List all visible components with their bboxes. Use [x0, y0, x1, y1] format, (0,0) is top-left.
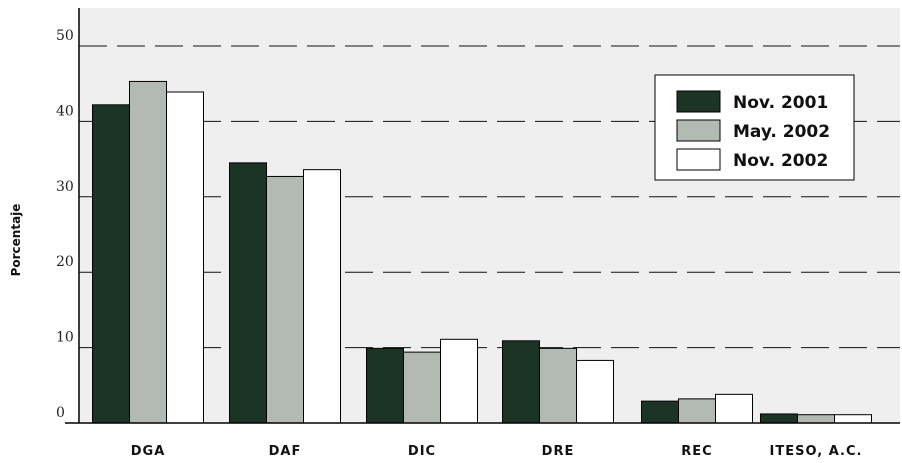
- y-tick-label-40: 40: [56, 103, 74, 119]
- y-tick-label-10: 10: [56, 330, 74, 346]
- category-label-4: DRE: [542, 444, 575, 459]
- bar-rec-1: [641, 400, 679, 424]
- legend-label-3: Nov. 2002: [733, 151, 828, 171]
- y-tick-labels: 0 10 20 30 40 50: [56, 28, 74, 421]
- bar-dre-3: [576, 359, 614, 424]
- bars: [92, 80, 872, 424]
- bar-dre-1: [502, 340, 540, 424]
- legend-swatch-2: [676, 119, 721, 142]
- bar-dic-3: [440, 338, 478, 424]
- category-label-3: DIC: [408, 444, 436, 459]
- bar-dga-1: [92, 104, 130, 424]
- bar-iteso-a-c--3: [834, 414, 872, 424]
- y-tick-label-50: 50: [56, 28, 74, 44]
- bar-dga-2: [129, 80, 167, 424]
- y-tick-label-20: 20: [56, 254, 74, 270]
- bar-dre-2: [539, 347, 577, 424]
- bar-daf-1: [229, 162, 267, 424]
- legend-label-2: May. 2002: [733, 122, 830, 142]
- bar-rec-3: [715, 393, 753, 424]
- bar-iteso-a-c--2: [797, 414, 835, 424]
- category-label-2: DAF: [269, 444, 302, 459]
- category-label-1: DGA: [131, 444, 166, 459]
- category-label-6: ITESO, A.C.: [770, 444, 863, 459]
- y-tick-label-0: 0: [56, 405, 65, 421]
- legend: Nov. 2001 May. 2002 Nov. 2002: [654, 74, 855, 181]
- bar-dic-2: [403, 351, 441, 424]
- legend-swatch-1: [676, 90, 721, 113]
- legend-swatch-3: [676, 148, 721, 171]
- bar-daf-2: [266, 175, 304, 424]
- bar-rec-2: [678, 398, 716, 424]
- bar-iteso-a-c--1: [760, 413, 798, 424]
- legend-label-1: Nov. 2001: [733, 93, 828, 113]
- bar-dic-1: [366, 347, 404, 424]
- bar-daf-3: [303, 169, 341, 424]
- bar-dga-3: [166, 91, 204, 424]
- category-labels: DGA DAF DIC DRE REC ITESO, A.C.: [131, 444, 863, 459]
- category-label-5: REC: [681, 444, 712, 459]
- y-tick-label-30: 30: [56, 179, 74, 195]
- y-axis-label: Porcentaje: [9, 204, 23, 277]
